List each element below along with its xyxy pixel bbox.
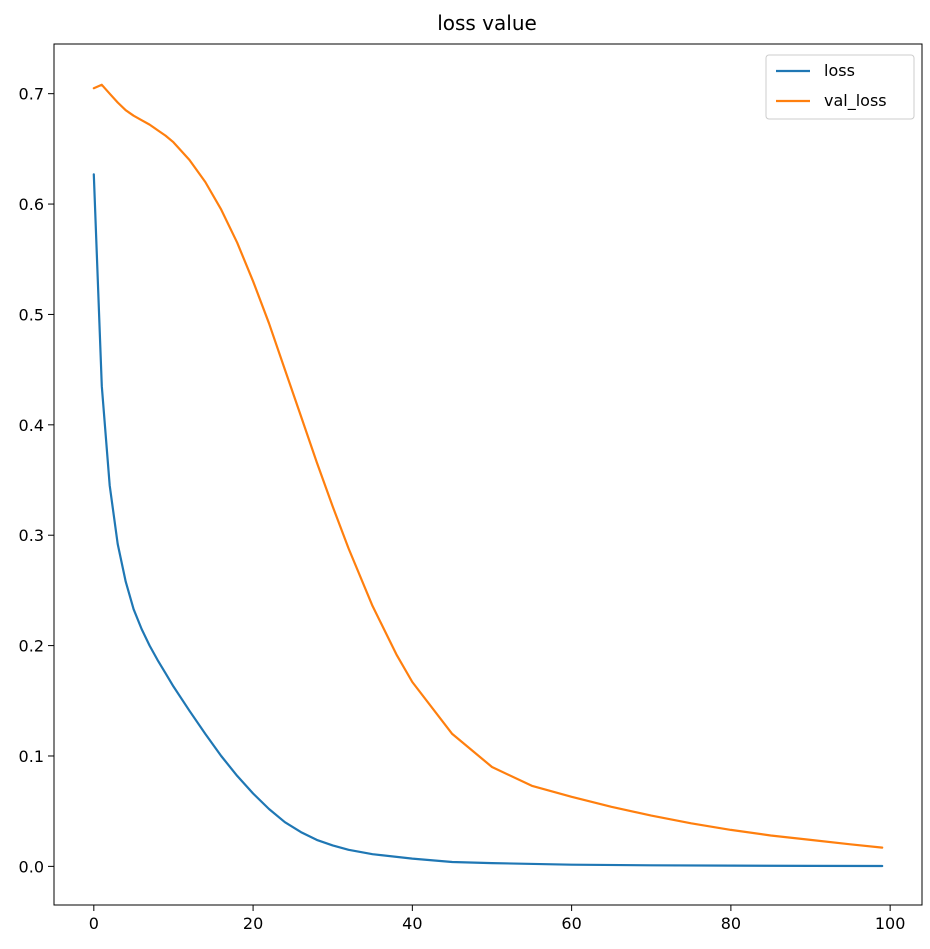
y-tick-label: 0.4 [19, 416, 44, 435]
y-tick-label: 0.1 [19, 747, 44, 766]
axis-layer: 0 20 40 60 80 100 0.0 0.1 0.2 0.3 0.4 0.5 0.6 0.7 [19, 85, 906, 933]
plot-area [54, 44, 922, 905]
chart-title: loss value [437, 11, 537, 35]
series-line-val-loss [92, 83, 884, 849]
plot-frame [53, 43, 923, 906]
y-tick-label: 0.2 [19, 637, 44, 656]
y-tick-label: 0.6 [19, 195, 44, 214]
series-layer [92, 83, 884, 868]
x-tick-label: 60 [561, 914, 581, 933]
y-tick-label: 0.0 [19, 857, 44, 876]
y-tick-label: 0.3 [19, 526, 44, 545]
x-tick-label: 80 [721, 914, 741, 933]
x-tick-label: 0 [89, 914, 99, 933]
x-tick-label: 20 [243, 914, 263, 933]
legend-label: loss [824, 61, 855, 80]
y-tick-label: 0.5 [19, 305, 44, 324]
legend: loss val_loss [765, 54, 915, 120]
y-tick-label: 0.7 [19, 85, 44, 104]
legend-label: val_loss [824, 91, 887, 111]
series-line-loss [92, 173, 884, 868]
x-tick-label: 100 [875, 914, 906, 933]
x-tick-label: 40 [402, 914, 422, 933]
